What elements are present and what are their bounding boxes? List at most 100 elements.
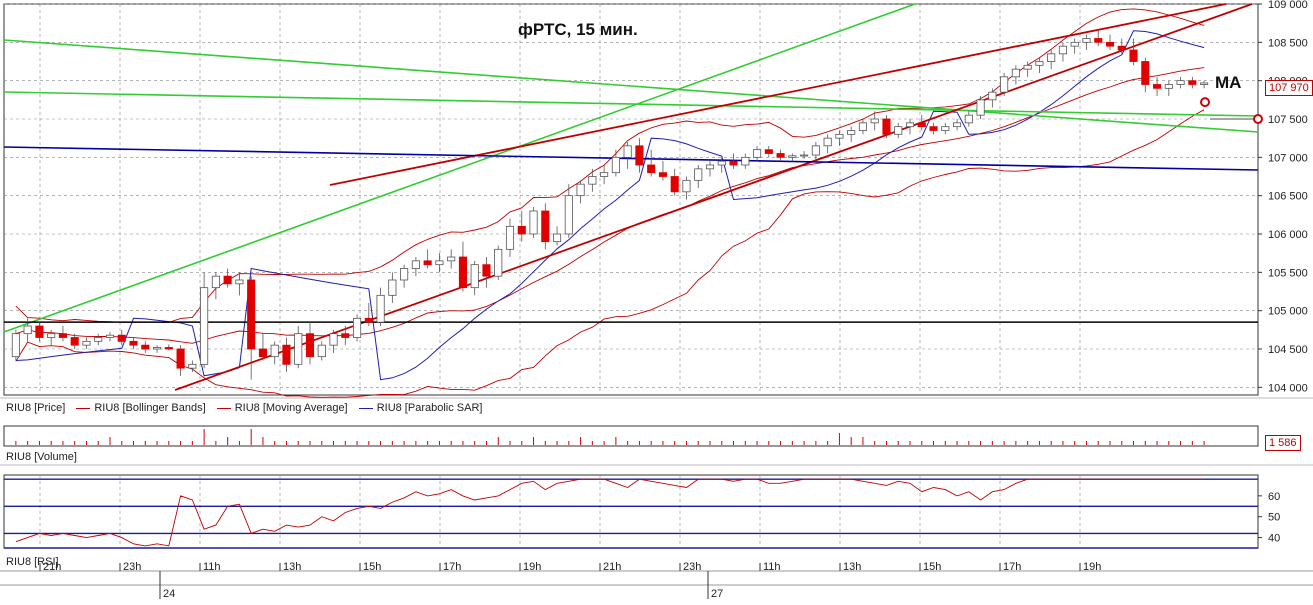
candle	[94, 337, 103, 342]
candle	[35, 325, 44, 338]
candle	[1141, 61, 1150, 85]
y-tick-label: 106 000	[1268, 229, 1308, 241]
candle	[141, 344, 150, 350]
price-panel	[3, 3, 1259, 396]
candle	[823, 137, 832, 147]
rsi-line	[15, 478, 1205, 547]
candle	[470, 264, 479, 289]
candle	[1153, 84, 1162, 89]
candle	[870, 118, 879, 124]
y-tick-label: 104 500	[1268, 344, 1308, 356]
candle	[529, 210, 538, 235]
last-volume-tag: 1 586	[1265, 435, 1301, 451]
green-trendline-lower	[3, 91, 1259, 117]
candle	[764, 149, 773, 154]
candle	[305, 333, 315, 358]
price-panel-label: RIU8 [Price]	[6, 402, 66, 414]
day-label: 24	[163, 588, 175, 600]
candle	[82, 340, 91, 346]
ma-annotation: MA	[1215, 73, 1242, 92]
moving-average-line	[15, 67, 1205, 344]
x-tick-label: 13h	[843, 561, 861, 573]
parabolic-sar-line	[15, 30, 1205, 381]
candle	[258, 348, 267, 358]
candle	[482, 264, 491, 277]
candle	[753, 149, 762, 158]
price-level-marker	[1253, 114, 1263, 124]
candle	[376, 294, 385, 323]
candle	[1200, 82, 1209, 85]
candle	[117, 334, 126, 342]
candle	[223, 275, 232, 285]
legend-moving-average: RIU8 [Moving Average]	[234, 402, 348, 414]
legend-bollinger: RIU8 [Bollinger Bands]	[94, 402, 206, 414]
rsi-y-tick-label: 60	[1268, 491, 1280, 503]
volume-panel	[3, 425, 1259, 447]
x-tick-label: 19h	[1083, 561, 1101, 573]
candle	[658, 172, 667, 177]
candle	[894, 126, 903, 135]
candle	[47, 333, 56, 338]
candle	[400, 268, 409, 281]
candle	[835, 133, 844, 139]
candle	[211, 275, 220, 289]
y-tick-label: 109 000	[1268, 0, 1308, 11]
x-tick-label: 11h	[763, 561, 781, 573]
day-label: 27	[711, 588, 723, 600]
candle	[541, 210, 550, 243]
candle	[235, 279, 244, 285]
candle	[353, 317, 362, 338]
candle	[858, 122, 867, 131]
candle	[705, 164, 715, 170]
x-tick-label: 19h	[523, 561, 541, 573]
candle	[988, 91, 997, 101]
candle	[1164, 84, 1173, 89]
x-tick-label: 17h	[1003, 561, 1021, 573]
last-close-marker	[1200, 97, 1210, 108]
rsi-panel	[3, 474, 1259, 549]
candle	[388, 279, 397, 296]
candle	[964, 114, 973, 124]
candle	[105, 334, 115, 338]
y-tick-label: 107 000	[1268, 152, 1308, 164]
candle	[788, 155, 797, 158]
candle	[517, 225, 526, 235]
candle	[1188, 80, 1197, 85]
candle	[1105, 41, 1115, 47]
x-tick-label: 15h	[923, 561, 941, 573]
candle	[882, 118, 891, 135]
candle	[576, 183, 585, 197]
candle	[670, 176, 679, 193]
candle	[176, 348, 185, 369]
rsi-panel-label: RIU8 [RSI]	[6, 556, 59, 568]
candle	[200, 287, 209, 365]
candle	[1047, 53, 1056, 62]
candle	[58, 333, 67, 338]
candle	[729, 160, 738, 166]
candle	[741, 156, 750, 166]
ma-swatch	[216, 407, 231, 409]
candle	[1011, 68, 1020, 78]
y-tick-label: 105 500	[1268, 267, 1308, 279]
candle	[811, 145, 820, 156]
candle	[1023, 64, 1032, 70]
candle	[164, 347, 173, 350]
candle	[1094, 38, 1103, 43]
candle	[447, 256, 456, 262]
candle	[458, 256, 467, 289]
candle	[953, 122, 962, 128]
y-tick-label: 105 000	[1268, 306, 1308, 318]
legend-parabolic-sar: RIU8 [Parabolic SAR]	[376, 402, 483, 414]
chart-title: фРТС, 15 мин.	[518, 20, 638, 39]
candle	[435, 260, 444, 266]
candle	[329, 333, 338, 346]
candle	[1129, 49, 1138, 62]
candle	[635, 145, 644, 166]
candle	[23, 325, 32, 335]
candle	[294, 333, 303, 365]
candle	[776, 153, 785, 158]
x-tick-label: 23h	[683, 561, 701, 573]
candle	[564, 195, 573, 235]
candle	[976, 99, 985, 116]
